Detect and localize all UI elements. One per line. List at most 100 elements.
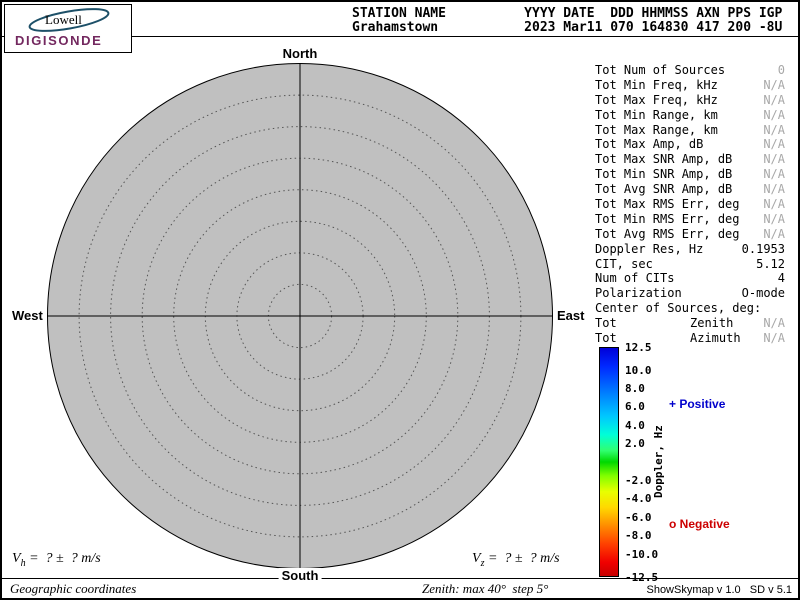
stat-label: Tot Min SNR Amp, dB [595, 167, 733, 182]
header-col: 164830 [641, 20, 689, 35]
header-col: AXN [696, 6, 720, 21]
vh-value: = ? ± ? m/s [25, 551, 101, 566]
colorbar-tick: -6.0 [625, 510, 652, 524]
lowell-digisonde-logo: Lowell DIGISONDE [4, 4, 132, 53]
stat-row: Tot Max Amp, dB N/A [595, 137, 785, 152]
compass-north-label: North [282, 46, 318, 61]
stat-label: Tot Max SNR Amp, dB [595, 152, 733, 167]
lowell-swoosh-icon [28, 8, 110, 32]
legend-positive: + Positive [669, 397, 725, 411]
colorbar-tick: 8.0 [625, 381, 645, 395]
header-col: -8U [758, 20, 783, 35]
colorbar-tick: 12.5 [625, 340, 652, 354]
stat-row: CIT, sec 5.12 [595, 257, 785, 272]
stat-value: O-mode [741, 286, 785, 301]
stat-value: N/A [763, 316, 785, 331]
stat-row: Tot Azimuth N/A [595, 331, 785, 346]
stat-label: Tot Min Freq, kHz [595, 77, 718, 92]
stat-row: Tot Min Range, km N/A [595, 108, 785, 123]
colorbar-tick: 6.0 [625, 400, 645, 414]
plus-marker-icon: + [669, 397, 677, 411]
stat-label: Tot [595, 316, 617, 331]
stat-label: Polarization [595, 286, 682, 301]
stat-row: Tot Max RMS Err, deg N/A [595, 197, 785, 212]
stat-label: Tot [595, 331, 617, 346]
stat-row: Tot Max Range, km N/A [595, 123, 785, 138]
doppler-colorbar [599, 347, 619, 577]
positive-label: Positive [676, 397, 726, 411]
stat-row: Polarization O-mode [595, 286, 785, 301]
stat-row: Tot Num of Sources 0 [595, 63, 785, 78]
vh-symbol: V [12, 551, 21, 566]
stat-value: N/A [763, 107, 785, 122]
stat-label: Tot Min RMS Err, deg [595, 211, 740, 226]
stat-value: N/A [763, 77, 785, 92]
stat-value: N/A [763, 226, 785, 241]
stat-value: N/A [763, 197, 785, 212]
colorbar-tick: 4.0 [625, 418, 645, 432]
stat-mid-label: Zenith [690, 316, 734, 331]
header-label-cols: YYYY DATE DDD HHMMSS AXN PPS IGP [524, 6, 790, 21]
header-col: 417 [696, 20, 720, 35]
header-col: 2023 [524, 20, 556, 35]
vz-subscript: z [480, 557, 485, 569]
stat-row: Tot Min SNR Amp, dB N/A [595, 167, 785, 182]
stat-mid-label: Azimuth [690, 331, 741, 346]
vz-readout: Vz = ? ± ? m/s [472, 551, 560, 569]
circle-marker-icon: o [669, 517, 677, 531]
stat-label: Tot Avg RMS Err, deg [595, 226, 740, 241]
stat-row: Tot Max SNR Amp, dB N/A [595, 152, 785, 167]
coordinates-label: Geographic coordinates [10, 581, 137, 596]
vz-symbol: V [472, 551, 481, 566]
station-name-value: Grahamstown [352, 20, 439, 35]
colorbar-tick: -2.0 [625, 473, 652, 487]
header-col: Mar11 [563, 20, 603, 35]
stat-value: N/A [763, 182, 785, 197]
stat-row: Tot Max Freq, kHz N/A [595, 93, 785, 108]
stat-label: Tot Num of Sources [595, 63, 726, 77]
stat-row: Tot Min RMS Err, deg N/A [595, 212, 785, 227]
header-col: DATE [563, 6, 595, 21]
negative-label: Negative [676, 517, 730, 531]
vh-subscript: h [20, 557, 26, 569]
colorbar-tick: -12.5 [625, 570, 659, 584]
zenith-range-note: Zenith: max 40° step 5° [422, 581, 549, 596]
logo-brand-text: Lowell [45, 12, 82, 27]
colorbar-axis-label: Doppler, Hz [652, 425, 665, 498]
skymap-plot [47, 63, 553, 569]
stat-label: Center of Sources, deg: [595, 301, 762, 316]
colorbar-tick: -4.0 [625, 492, 652, 506]
header-value-cols: 2023 Mar11 070 164830 417 200 -8U [524, 20, 790, 35]
legend-negative: o Negative [669, 517, 730, 531]
colorbar-tick: -8.0 [625, 529, 652, 543]
header-values-row: Grahamstown 2023 Mar11 070 164830 417 200 -8U [352, 21, 790, 35]
stat-row: Tot Avg SNR Amp, dB N/A [595, 182, 785, 197]
header-col: PPS [727, 6, 752, 21]
stat-label: Tot Max Range, km [595, 122, 718, 137]
stat-label: Tot Max Amp, dB [595, 137, 704, 152]
stat-label: Tot Max RMS Err, deg [595, 197, 740, 212]
stats-panel: Tot Num of Sources 0 Tot Min Freq, kHz N/A T… [595, 63, 785, 346]
station-name-label: STATION NAME [352, 6, 446, 21]
stat-label: CIT, sec [595, 256, 653, 271]
stat-value: N/A [763, 331, 785, 346]
stat-value: 0 [777, 63, 785, 77]
colorbar-tick: 2.0 [625, 437, 645, 451]
colorbar-tick: -10.0 [625, 547, 659, 561]
stat-value: N/A [763, 122, 785, 137]
stat-row: Num of CITs 4 [595, 271, 785, 286]
footer-divider [2, 578, 798, 579]
compass-east-label: East [557, 308, 585, 323]
vh-readout: Vh = ? ± ? m/s [12, 551, 101, 569]
stat-row: Tot Min Freq, kHz N/A [595, 78, 785, 93]
stat-value: N/A [763, 211, 785, 226]
header-col: 070 [610, 20, 634, 35]
colorbar-tick: 10.0 [625, 363, 652, 377]
stat-value: N/A [763, 152, 785, 167]
header-col: YYYY [524, 6, 556, 21]
compass-south-label: South [278, 568, 322, 583]
stat-value: 5.12 [756, 256, 785, 271]
stat-value: N/A [763, 92, 785, 107]
stat-row: Tot Zenith N/A [595, 316, 785, 331]
